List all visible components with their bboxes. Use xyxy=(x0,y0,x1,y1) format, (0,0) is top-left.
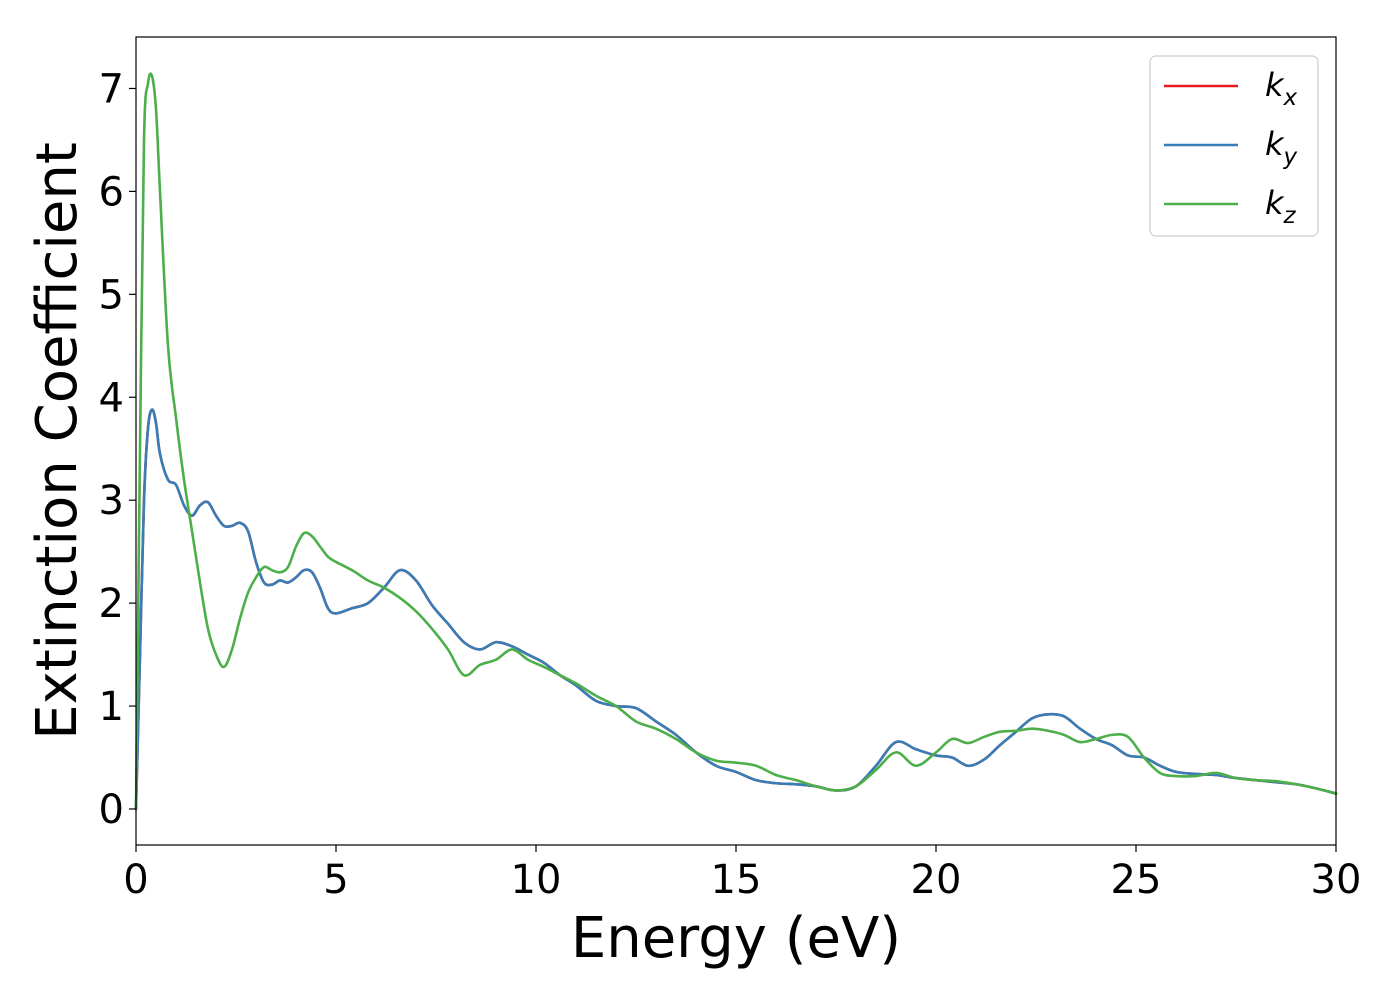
x-tick-label: 15 xyxy=(711,857,762,903)
y-tick-label: 7 xyxy=(99,66,124,112)
legend: kx ky kz xyxy=(1149,55,1319,237)
series-line-kz xyxy=(134,72,1338,811)
x-tick-label: 0 xyxy=(123,857,148,903)
x-tick-label: 25 xyxy=(1111,857,1162,903)
series-layer xyxy=(134,72,1338,811)
series-line-ky xyxy=(134,408,1338,811)
x-axis-ticks: 0 5 10 15 20 25 30 xyxy=(123,845,1361,903)
x-tick-label: 30 xyxy=(1311,857,1362,903)
legend-label-ky: ky xyxy=(1265,125,1298,170)
y-tick-label: 6 xyxy=(99,169,124,215)
y-tick-label: 4 xyxy=(99,375,124,421)
x-tick-label: 20 xyxy=(911,857,962,903)
x-tick-label: 10 xyxy=(511,857,562,903)
x-axis-title: Energy (eV) xyxy=(571,906,901,971)
y-tick-label: 5 xyxy=(99,272,124,318)
y-tick-label: 1 xyxy=(99,684,124,730)
legend-label-kz: kz xyxy=(1265,184,1297,229)
legend-label-kx: kx xyxy=(1265,66,1298,111)
y-axis-ticks: 0 1 2 3 4 5 6 7 xyxy=(99,66,136,833)
y-tick-label: 3 xyxy=(99,478,124,524)
x-tick-label: 5 xyxy=(323,857,348,903)
y-tick-label: 2 xyxy=(99,581,124,627)
y-tick-label: 0 xyxy=(99,787,124,833)
y-axis-title: Extinction Coefficient xyxy=(25,142,90,740)
